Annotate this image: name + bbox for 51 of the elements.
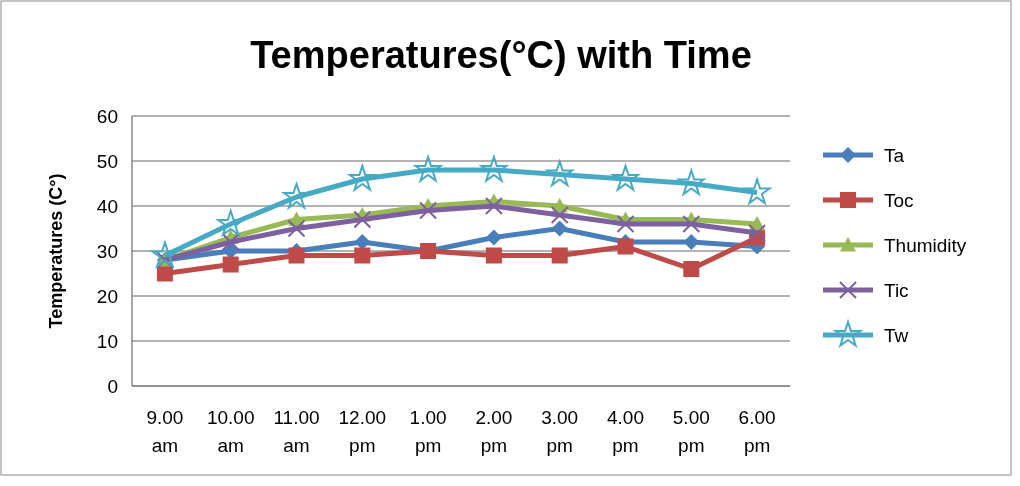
x-tick-label: 12.00 pm	[338, 407, 387, 456]
x-tick-label: 4.00 pm	[607, 407, 644, 456]
x-tick-label: 1.00 pm	[409, 407, 447, 456]
point	[287, 219, 306, 238]
point	[222, 256, 239, 273]
point	[546, 160, 574, 187]
legend-label: Thumidity	[884, 235, 967, 256]
point	[682, 215, 701, 233]
x-tick-label: 6.00 pm	[738, 407, 776, 456]
x-tick-label: 2.00 pm	[475, 407, 513, 456]
point	[288, 247, 305, 264]
point	[748, 224, 767, 242]
point	[156, 265, 173, 282]
point	[617, 238, 634, 255]
y-tick-label: 10	[96, 331, 118, 352]
legend-label: Toc	[884, 190, 914, 211]
y-tick-label: 0	[107, 376, 118, 397]
y-tick-label: 50	[96, 151, 118, 172]
point	[612, 164, 639, 191]
point	[353, 210, 372, 229]
point	[419, 201, 438, 220]
point	[221, 233, 240, 251]
x-tick-label: 5.00 pm	[672, 407, 710, 456]
point	[348, 164, 376, 191]
x-tick-label: 11.00 am	[273, 407, 320, 456]
point	[616, 215, 635, 233]
point	[354, 247, 371, 264]
point	[354, 234, 371, 250]
legend-label: Tic	[884, 280, 909, 301]
point	[485, 247, 502, 264]
y-tick-label: 20	[96, 286, 118, 307]
point	[683, 234, 700, 250]
legend-label: Ta	[884, 145, 905, 166]
y-tick-label: 60	[96, 106, 118, 127]
point	[217, 209, 245, 236]
point	[485, 229, 502, 246]
point	[151, 241, 179, 268]
x-tick-label: 3.00 pm	[541, 407, 579, 456]
point	[484, 197, 503, 215]
point	[550, 206, 569, 224]
point	[677, 169, 705, 196]
legend-label: Tw	[884, 325, 909, 346]
y-tick-label: 40	[96, 196, 118, 217]
y-tick-label: 30	[96, 241, 118, 262]
point	[683, 261, 700, 277]
point	[551, 220, 568, 237]
chart-title: Temperatures(°C) with Time	[250, 34, 752, 76]
x-tick-label: 9.00 am	[146, 407, 184, 456]
y-axis-title: Temperatures (C°)	[46, 173, 66, 329]
point	[551, 247, 568, 264]
x-tick-label: 10.00 am	[206, 407, 255, 456]
